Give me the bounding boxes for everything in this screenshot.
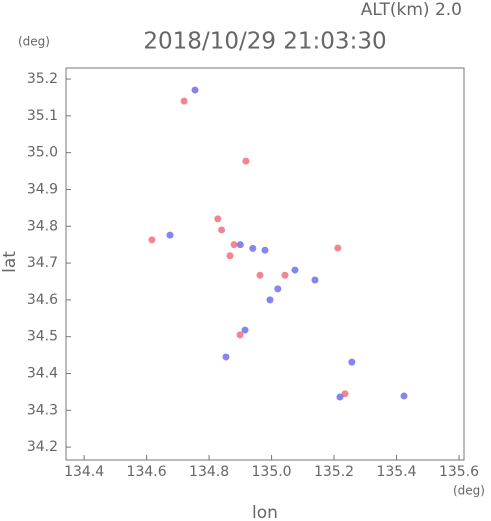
x-axis-label: lon	[252, 503, 278, 521]
x-tick-label: 135.0	[252, 464, 292, 480]
echo-point	[249, 244, 257, 252]
y-tick-label: 34.4	[27, 366, 58, 382]
y-axis-label: lat	[0, 251, 20, 273]
x-unit: (deg)	[453, 484, 485, 498]
echo-point	[241, 326, 249, 334]
y-tick-label: 34.9	[27, 181, 58, 197]
echo-point	[236, 241, 244, 249]
echo-point	[214, 215, 222, 223]
y-tick-label: 34.6	[27, 292, 58, 308]
y-tick-label: 34.2	[27, 439, 58, 455]
echo-point	[218, 226, 226, 234]
echo-point	[256, 271, 264, 279]
echo-point	[336, 393, 344, 401]
echo-point	[348, 358, 356, 366]
y-tick-label: 34.8	[27, 218, 58, 234]
altitude-label: ALT(km) 2.0	[361, 0, 462, 20]
echo-point	[400, 392, 408, 400]
echo-point	[311, 276, 319, 284]
y-tick-label: 35.2	[27, 71, 58, 87]
x-tick-label: 134.6	[127, 464, 167, 480]
echo-point	[261, 246, 269, 254]
x-tick-label: 135.2	[314, 464, 354, 480]
x-tick-label: 134.4	[64, 464, 104, 480]
y-tick-label: 34.3	[27, 402, 58, 418]
y-tick-label: 34.7	[27, 255, 58, 271]
x-tick-label: 134.8	[189, 464, 229, 480]
y-unit: (deg)	[18, 35, 50, 49]
echo-point	[148, 236, 156, 244]
y-tick-label: 34.5	[27, 329, 58, 345]
x-tick-label: 135.4	[376, 464, 416, 480]
echo-point	[341, 390, 349, 398]
echo-point	[222, 353, 230, 361]
echo-point	[166, 231, 174, 239]
echo-point	[274, 285, 282, 293]
chart-title: 2018/10/29 21:03:30	[143, 29, 386, 55]
echo-point	[334, 244, 342, 252]
echo-point	[242, 157, 250, 165]
plot-frame	[65, 67, 465, 461]
echo-point	[226, 252, 234, 260]
echo-point	[180, 97, 188, 105]
echo-point	[291, 266, 299, 274]
y-tick-label: 35.0	[27, 145, 58, 161]
echo-point	[266, 296, 274, 304]
echo-point	[230, 241, 238, 249]
y-tick-label: 35.1	[27, 108, 58, 124]
echo-point	[281, 271, 289, 279]
x-tick-label: 135.6	[439, 464, 479, 480]
echo-point	[191, 86, 199, 94]
echo-point	[236, 331, 244, 339]
